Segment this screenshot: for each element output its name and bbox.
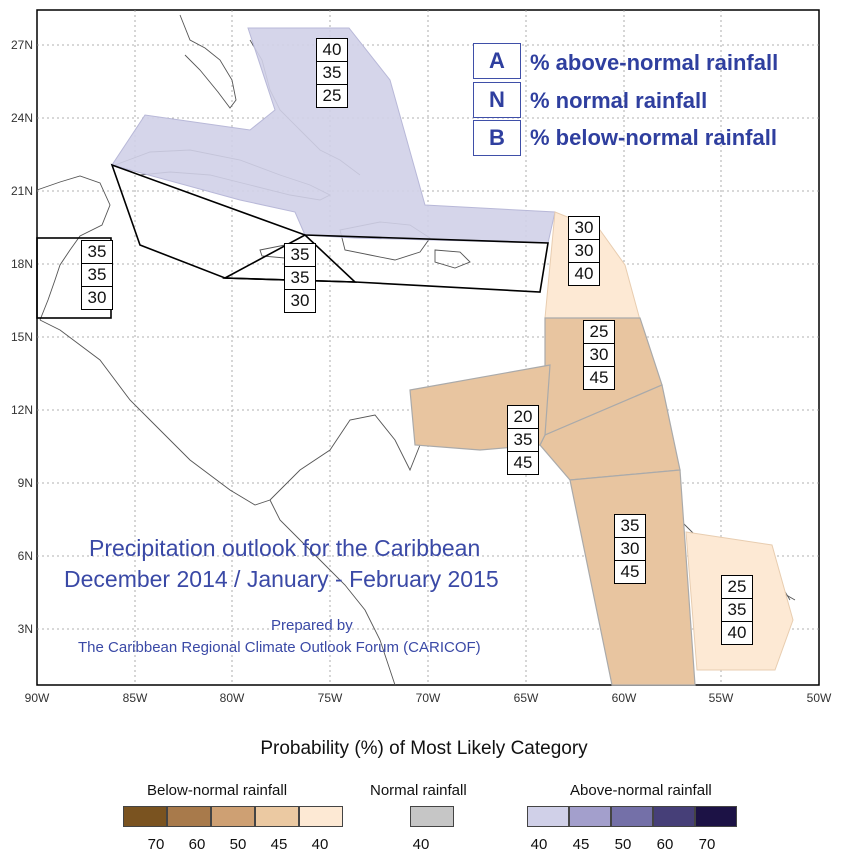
probability-box: 25 <box>721 575 753 599</box>
legend-title: Probability (%) of Most Likely Category <box>260 738 588 759</box>
probability-box: 35 <box>284 243 316 267</box>
legend-value: 50 <box>614 836 632 853</box>
lat-label: 6N <box>17 549 33 563</box>
stack-jamaica: 35 35 30 <box>284 243 316 313</box>
lat-label: 12N <box>10 403 33 417</box>
probability-box: 40 <box>721 621 753 645</box>
probability-box: 30 <box>583 343 615 367</box>
legend-above-label: Above-normal rainfall <box>570 782 712 799</box>
legend-swatch <box>653 806 695 827</box>
probability-box: 35 <box>721 598 753 622</box>
lat-label: 18N <box>10 257 33 271</box>
key-letter-n: N <box>473 82 521 118</box>
legend-swatch <box>527 806 569 827</box>
probability-box: 45 <box>614 560 646 584</box>
lat-label: 15N <box>10 330 33 344</box>
stack-bahamas: 40 35 25 <box>316 38 348 108</box>
stack-belize: 35 35 30 <box>81 240 113 310</box>
legend-swatch <box>410 806 454 827</box>
probability-box: 30 <box>284 289 316 313</box>
stack-suriname: 25 35 40 <box>721 575 753 645</box>
legend-value: 40 <box>530 836 548 853</box>
legend-swatch <box>569 806 611 827</box>
probability-box: 25 <box>583 320 615 344</box>
legend-value: 40 <box>412 836 430 853</box>
region-greater-antilles-outline <box>110 163 549 293</box>
legend-value: 40 <box>311 836 329 853</box>
legend-swatch <box>695 806 737 827</box>
legend-below-label: Below-normal rainfall <box>147 782 288 799</box>
legend-swatch <box>255 806 299 827</box>
probability-box: 20 <box>507 405 539 429</box>
lon-label: 50W <box>806 691 832 705</box>
probability-box: 30 <box>568 239 600 263</box>
key-text-below: % below-normal rainfall <box>530 125 777 150</box>
map-title-line1: Precipitation outlook for the Caribbean <box>89 535 481 561</box>
legend-value: 70 <box>698 836 716 853</box>
legend-value: 60 <box>188 836 206 853</box>
lon-label: 70W <box>415 691 441 705</box>
probability-box: 30 <box>81 286 113 310</box>
legend-swatch <box>123 806 167 827</box>
lat-label: 24N <box>10 111 33 125</box>
legend-swatch <box>211 806 255 827</box>
key-text-above: % above-normal rainfall <box>530 50 779 75</box>
legend-value: 60 <box>656 836 674 853</box>
legend-value: 45 <box>270 836 288 853</box>
legend-value: 45 <box>572 836 590 853</box>
probability-box: 30 <box>568 216 600 240</box>
probability-box: 30 <box>614 537 646 561</box>
lon-label: 60W <box>611 691 637 705</box>
lon-label: 80W <box>219 691 245 705</box>
lat-label: 9N <box>17 476 33 490</box>
legend-value: 70 <box>147 836 165 853</box>
legend-swatch <box>299 806 343 827</box>
probability-box: 25 <box>316 84 348 108</box>
lon-label: 90W <box>24 691 50 705</box>
lon-label: 65W <box>513 691 539 705</box>
legend-normal-label: Normal rainfall <box>370 782 467 799</box>
key-letter-b: B <box>473 120 521 156</box>
stack-leeward: 30 30 40 <box>568 216 600 286</box>
stack-windward: 25 30 45 <box>583 320 615 390</box>
probability-box: 40 <box>316 38 348 62</box>
probability-box: 45 <box>583 366 615 390</box>
lon-label: 55W <box>708 691 734 705</box>
lat-label: 3N <box>17 622 33 636</box>
stack-guyana: 35 30 45 <box>614 514 646 584</box>
legend-swatch <box>611 806 653 827</box>
legend-value: 50 <box>229 836 247 853</box>
prepared-by-org: The Caribbean Regional Climate Outlook F… <box>78 639 481 656</box>
key-letter-a: A <box>473 43 521 79</box>
lat-label: 21N <box>10 184 33 198</box>
lat-label: 27N <box>10 38 33 52</box>
prepared-by: Prepared by <box>271 617 353 634</box>
probability-box: 35 <box>81 240 113 264</box>
stack-abc: 20 35 45 <box>507 405 539 475</box>
probability-box: 35 <box>284 266 316 290</box>
probability-box: 35 <box>614 514 646 538</box>
key-text-normal: % normal rainfall <box>530 88 708 113</box>
lon-label: 85W <box>122 691 148 705</box>
probability-box: 40 <box>568 262 600 286</box>
lon-label: 75W <box>317 691 343 705</box>
map-title-line2: December 2014 / January - February 2015 <box>64 566 499 592</box>
probability-box: 35 <box>81 263 113 287</box>
probability-box: 35 <box>316 61 348 85</box>
probability-box: 35 <box>507 428 539 452</box>
probability-box: 45 <box>507 451 539 475</box>
legend-swatch <box>167 806 211 827</box>
